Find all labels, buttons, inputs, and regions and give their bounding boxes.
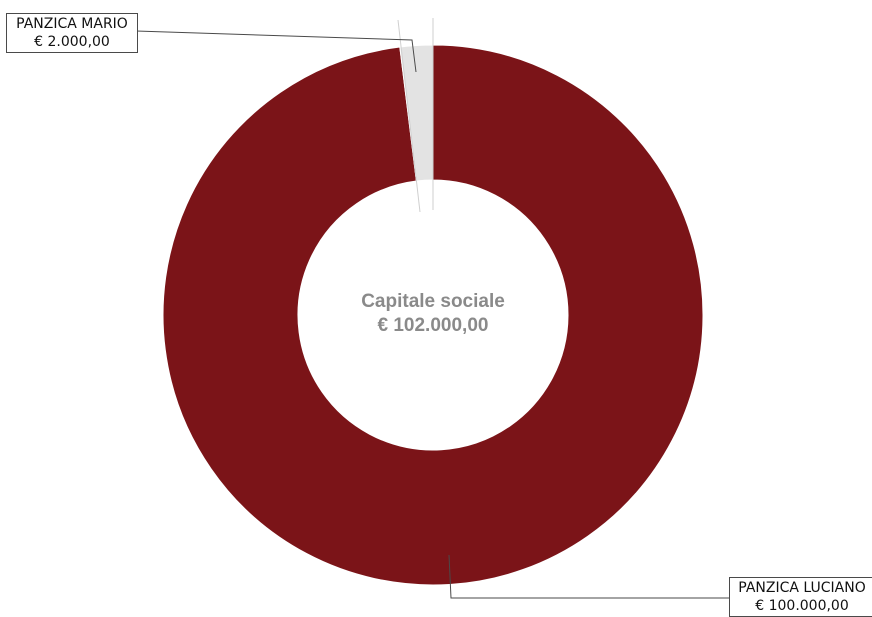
callout-leader-lines [135,18,729,599]
slice-guide-line [397,19,421,213]
callout-name: PANZICA LUCIANO [738,580,866,596]
leader-line-mario [135,30,417,73]
center-title: Capitale sociale [361,291,505,312]
donut-slices [162,44,704,586]
center-total: € 102.000,00 [377,315,489,336]
donut-slice-panzica-luciano [162,44,704,586]
callout-value: € 100.000,00 [755,598,849,614]
donut-center-label: Capitale sociale € 102.000,00 [333,290,533,338]
leader-line-luciano [448,554,729,599]
callout-name: PANZICA MARIO [16,16,128,32]
callout-panzica-luciano: PANZICA LUCIANO € 100.000,00 [729,577,872,617]
callout-value: € 2.000,00 [34,34,110,50]
callout-panzica-mario: PANZICA MARIO € 2.000,00 [6,13,138,53]
